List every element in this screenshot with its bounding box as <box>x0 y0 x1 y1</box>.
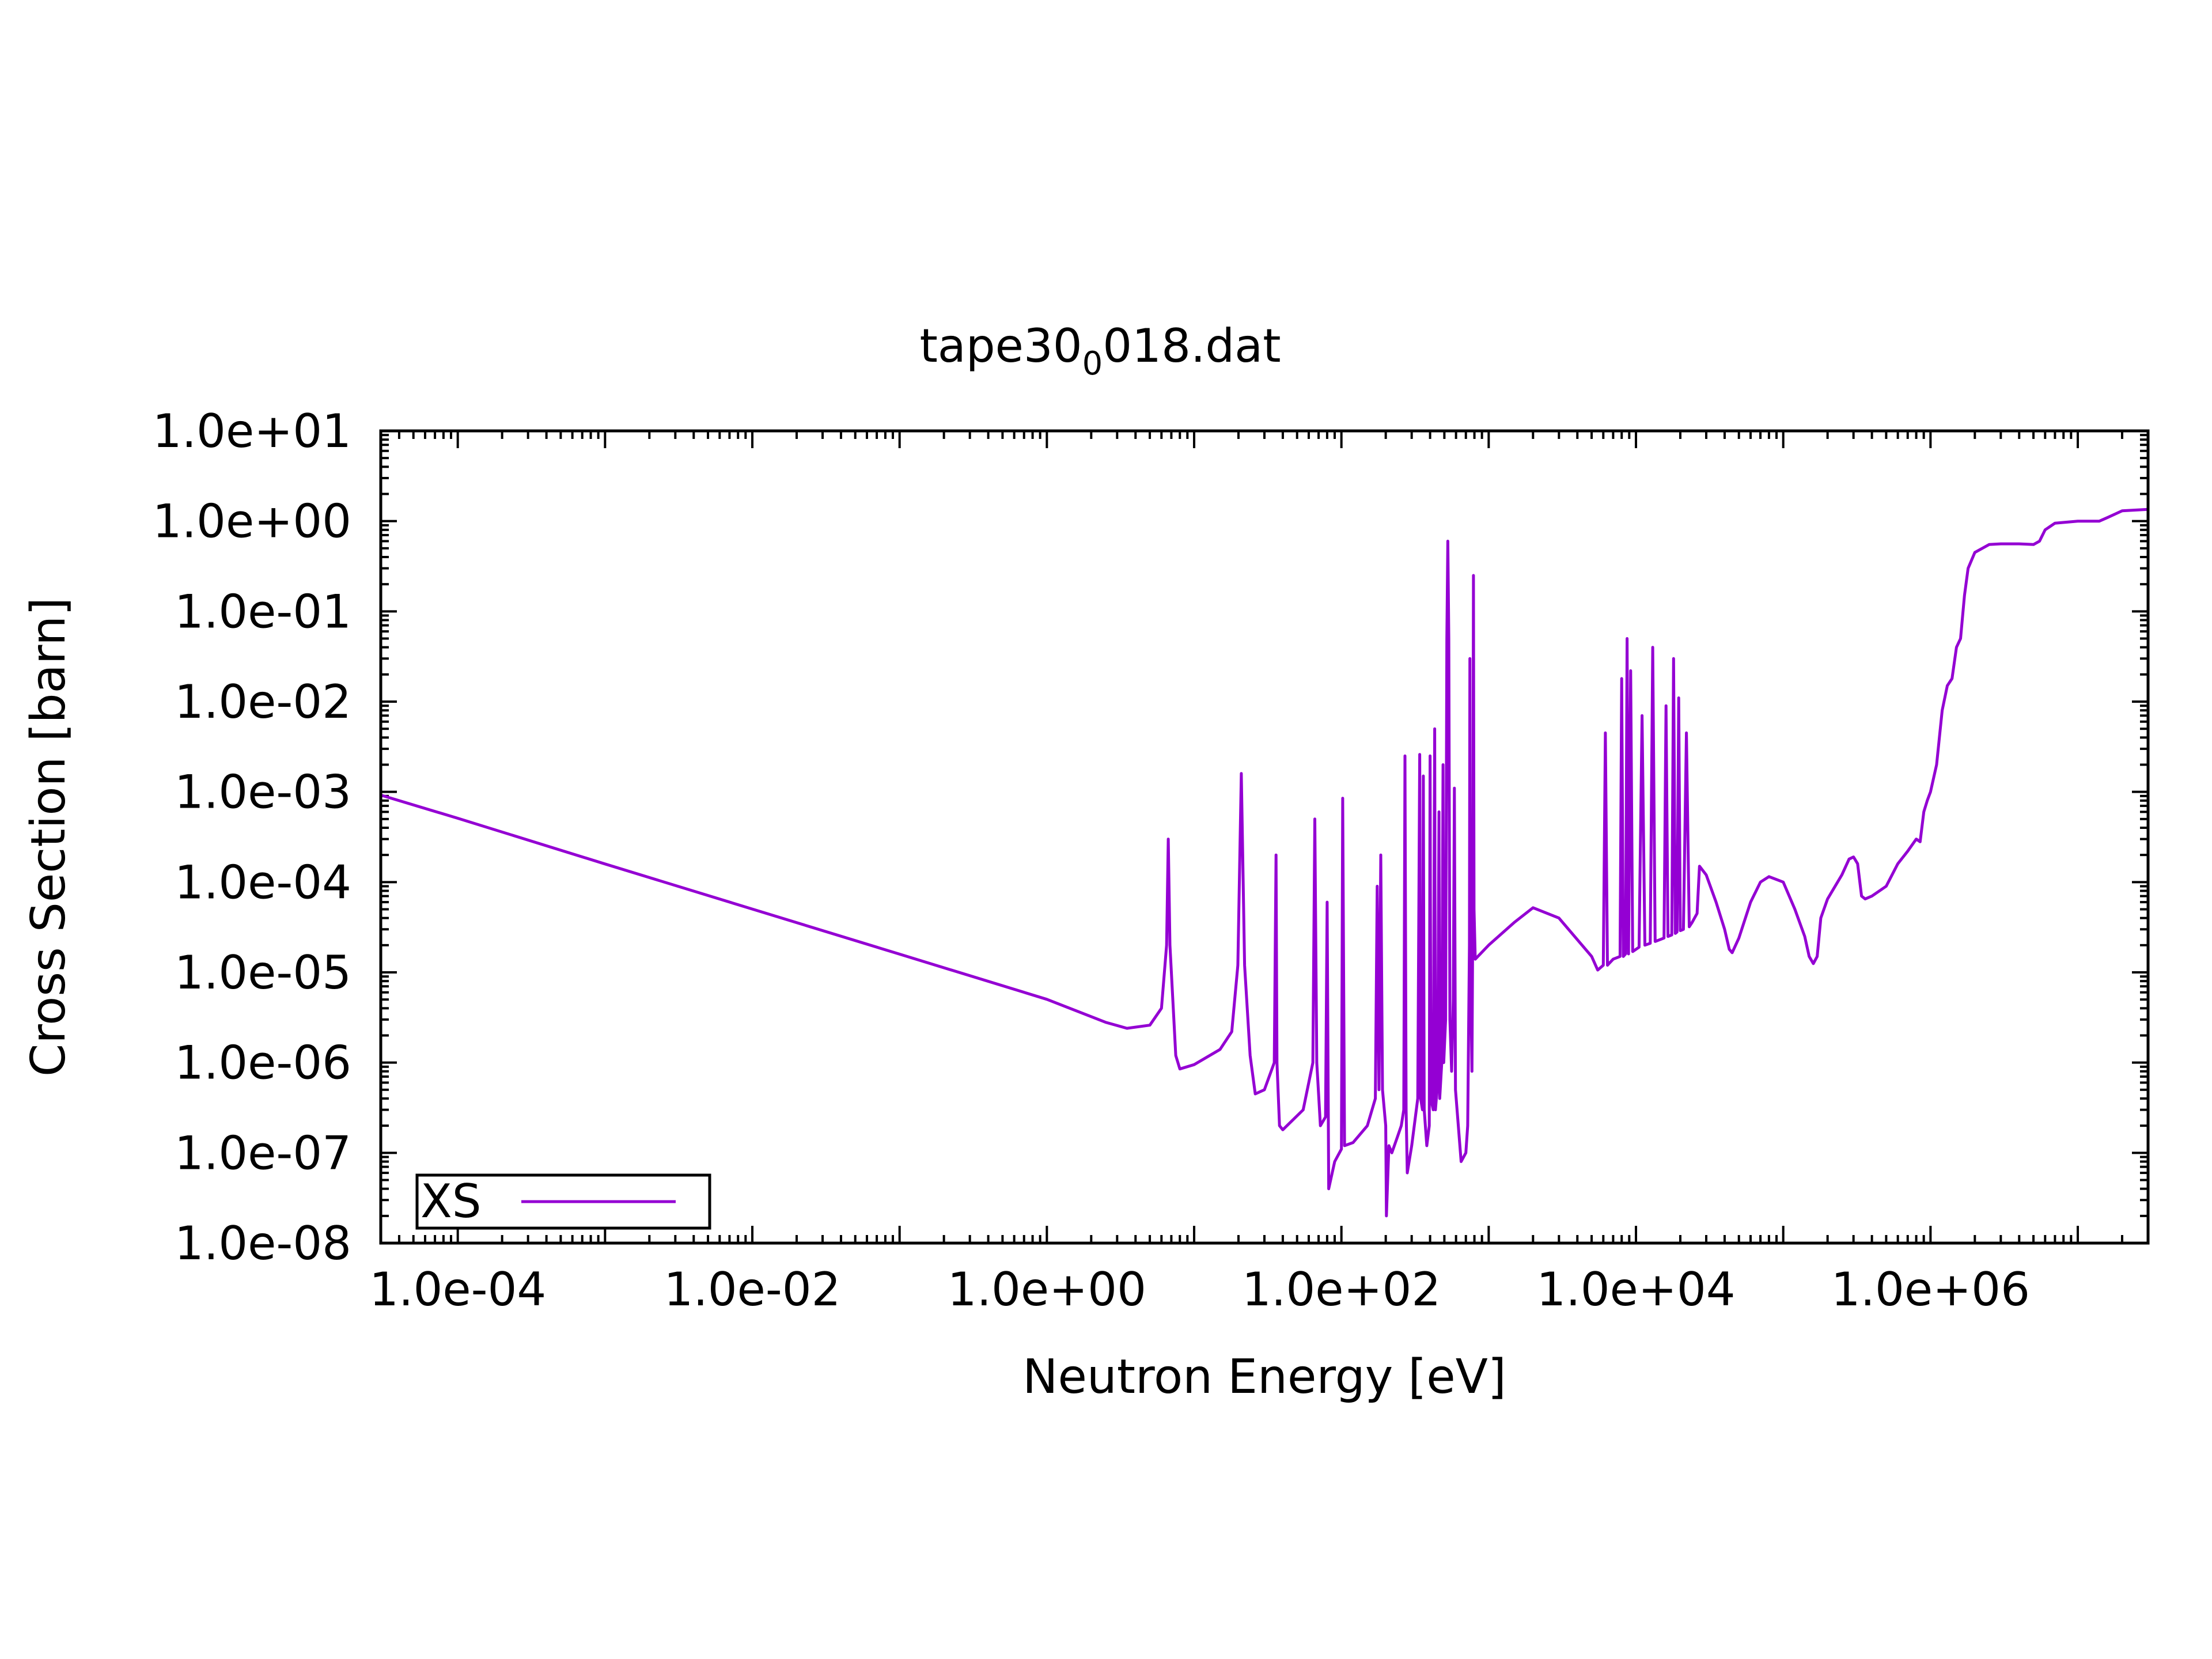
chart-title-main: tape30 <box>919 319 1082 373</box>
x-tick-label: 1.0e+06 <box>1831 1263 2030 1316</box>
y-tick-label: 1.0e-05 <box>175 946 351 999</box>
y-tick-label: 1.0e-06 <box>175 1036 351 1090</box>
y-tick-label: 1.0e+01 <box>153 404 351 458</box>
y-tick-label: 1.0e-02 <box>175 675 351 729</box>
legend: XS <box>415 1173 711 1230</box>
y-tick-label: 1.0e-04 <box>175 855 351 909</box>
x-tick-label: 1.0e+00 <box>948 1263 1146 1316</box>
chart-title: tape300018.dat <box>919 319 1281 382</box>
chart-title-suffix: 018.dat <box>1103 319 1281 373</box>
y-tick-label: 1.0e-03 <box>175 766 351 819</box>
y-axis-label: Cross Section [barn] <box>21 597 76 1077</box>
x-tick-label: 1.0e+02 <box>1242 1263 1441 1316</box>
x-tick-label: 1.0e-02 <box>664 1263 840 1316</box>
y-tick-label: 1.0e-07 <box>175 1126 351 1180</box>
x-axis-label: Neutron Energy [eV] <box>1022 1350 1506 1404</box>
plot-frame <box>379 429 2150 1245</box>
x-tick-label: 1.0e-04 <box>369 1263 546 1316</box>
tick-labels: 1.0e-04 1.0e-02 1.0e+00 1.0e+02 1.0e+04 1.0e+… <box>153 404 2030 1316</box>
legend-label-xs: XS <box>421 1175 482 1228</box>
x-tick-label: 1.0e+04 <box>1536 1263 1735 1316</box>
y-tick-label: 1.0e-01 <box>175 585 351 638</box>
y-tick-label: 1.0e-08 <box>175 1217 351 1270</box>
series-line-xs <box>381 507 2148 1218</box>
y-tick-label: 1.0e+00 <box>153 495 351 548</box>
series-layer <box>381 507 2148 1218</box>
axis-ticks <box>380 430 2149 1244</box>
chart-title-subscript: 0 <box>1082 345 1103 382</box>
